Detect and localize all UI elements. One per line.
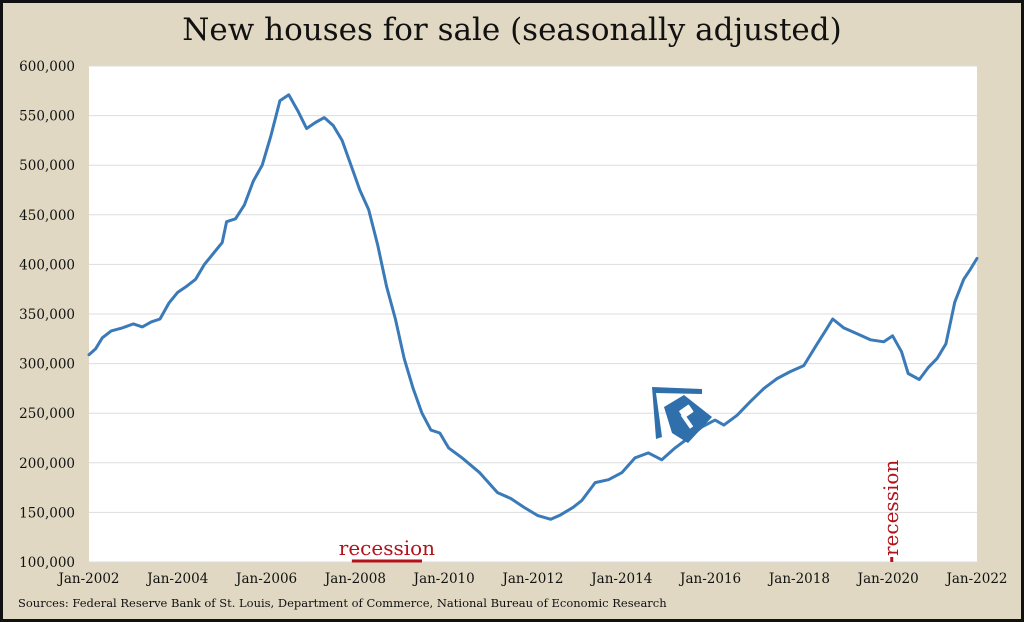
y-tick-label: 200,000 [19, 456, 75, 472]
x-tick-label: Jan-2020 [856, 571, 919, 587]
x-tick-label: Jan-2006 [234, 571, 297, 587]
y-tick-label: 350,000 [19, 307, 75, 323]
y-tick-label: 300,000 [19, 357, 75, 373]
series-lines [87, 93, 979, 521]
y-axis-ticks: 100,000 150,000 200,000 250,000 300,000 350,0… [19, 59, 75, 571]
source-note: Sources: Federal Reserve Bank of St. Lou… [18, 596, 667, 610]
x-tick-label: Jan-2018 [767, 571, 830, 587]
series-line [87, 93, 979, 521]
chart-title: New houses for sale (seasonally adjusted… [182, 12, 842, 48]
recession-label: recession [339, 536, 435, 560]
x-tick-label: Jan-2002 [56, 571, 119, 587]
y-tick-label: 550,000 [19, 109, 75, 125]
y-tick-label: 500,000 [19, 158, 75, 174]
house-gavel-icon [652, 387, 712, 443]
x-tick-label: Jan-2010 [412, 571, 475, 587]
recession-markers: recession recession [339, 460, 903, 563]
y-tick-label: 450,000 [19, 208, 75, 224]
x-tick-label: Jan-2014 [589, 571, 652, 587]
x-tick-label: Jan-2008 [323, 571, 386, 587]
x-tick-label: Jan-2022 [944, 571, 1007, 587]
y-tick-label: 400,000 [19, 257, 75, 273]
x-tick-label: Jan-2016 [678, 571, 741, 587]
y-tick-label: 600,000 [19, 59, 75, 75]
x-axis-ticks: Jan-2002 Jan-2004 Jan-2006 Jan-2008 Jan-2010… [56, 571, 1007, 587]
x-tick-label: Jan-2012 [500, 571, 563, 587]
y-tick-label: 250,000 [19, 406, 75, 422]
y-tick-label: 100,000 [19, 555, 75, 571]
x-tick-label: Jan-2004 [145, 571, 208, 587]
y-tick-label: 150,000 [19, 505, 75, 521]
recession-label: recession [879, 460, 903, 556]
